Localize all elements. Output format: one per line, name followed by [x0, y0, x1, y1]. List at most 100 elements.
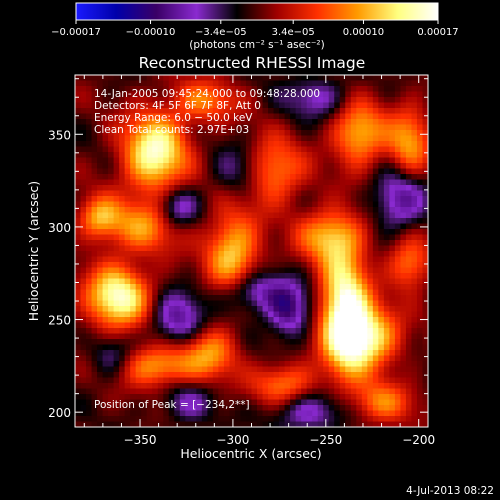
- heatmap-cell: [152, 201, 159, 208]
- heatmap-cell: [91, 278, 98, 285]
- heatmap-cell: [262, 124, 269, 131]
- heatmap-cell: [141, 201, 148, 208]
- heatmap-cell: [80, 267, 87, 274]
- heatmap-cell: [295, 245, 302, 252]
- heatmap-cell: [257, 295, 264, 302]
- heatmap-cell: [119, 311, 126, 318]
- heatmap-cell: [102, 124, 109, 131]
- heatmap-cell: [130, 410, 137, 417]
- heatmap-cell: [157, 333, 164, 340]
- heatmap-cell: [218, 75, 225, 82]
- heatmap-cell: [141, 278, 148, 285]
- heatmap-cell: [152, 86, 159, 93]
- heatmap-cell: [207, 168, 214, 175]
- heatmap-cell: [345, 179, 352, 186]
- heatmap-cell: [345, 311, 352, 318]
- heatmap-cell: [223, 284, 231, 291]
- heatmap-cell: [312, 394, 319, 401]
- heatmap-cell: [223, 372, 231, 379]
- heatmap-cell: [317, 229, 324, 236]
- heatmap-cell: [124, 333, 131, 340]
- heatmap-cell: [240, 284, 247, 291]
- heatmap-cell: [229, 152, 236, 159]
- heatmap-cell: [350, 207, 357, 214]
- heatmap-cell: [218, 163, 225, 170]
- heatmap-cell: [124, 75, 131, 82]
- heatmap-cell: [91, 399, 98, 406]
- heatmap-cell: [168, 273, 175, 280]
- heatmap-cell: [174, 130, 181, 137]
- heatmap-cell: [152, 119, 159, 126]
- heatmap-cell: [229, 372, 236, 379]
- heatmap-cell: [268, 333, 275, 340]
- heatmap-cell: [323, 306, 330, 313]
- heatmap-cell: [185, 394, 192, 401]
- heatmap-cell: [356, 185, 363, 192]
- heatmap-cell: [361, 207, 368, 214]
- heatmap-cell: [190, 91, 197, 98]
- heatmap-cell: [301, 245, 308, 252]
- heatmap-cell: [179, 135, 186, 142]
- heatmap-cell: [163, 350, 170, 357]
- heatmap-cell: [378, 86, 385, 93]
- heatmap-cell: [234, 75, 242, 82]
- heatmap-cell: [97, 212, 104, 219]
- heatmap-cell: [356, 130, 363, 137]
- heatmap-cell: [301, 377, 308, 384]
- heatmap-cell: [312, 218, 319, 225]
- heatmap-cell: [201, 91, 208, 98]
- heatmap-cell: [135, 256, 142, 263]
- heatmap-cell: [80, 212, 87, 219]
- heatmap-cell: [245, 102, 253, 109]
- heatmap-cell: [306, 196, 313, 203]
- heatmap-cell: [130, 108, 137, 115]
- heatmap-cell: [268, 229, 275, 236]
- heatmap-cell: [301, 251, 308, 258]
- heatmap-cell: [367, 372, 374, 379]
- heatmap-cell: [201, 366, 208, 373]
- heatmap-cell: [174, 119, 181, 126]
- heatmap-cell: [306, 377, 313, 384]
- heatmap-cell: [223, 141, 231, 148]
- heatmap-cell: [91, 190, 98, 197]
- heatmap-cell: [124, 163, 131, 170]
- heatmap-cell: [422, 262, 428, 269]
- heatmap-cell: [356, 399, 363, 406]
- heatmap-cell: [400, 168, 407, 175]
- heatmap-cell: [295, 322, 302, 329]
- heatmap-cell: [405, 421, 413, 427]
- heatmap-cell: [361, 108, 368, 115]
- heatmap-cell: [273, 201, 280, 208]
- heatmap-cell: [350, 152, 357, 159]
- heatmap-cell: [146, 295, 153, 302]
- heatmap-cell: [152, 240, 159, 247]
- heatmap-cell: [312, 97, 319, 104]
- heatmap-cell: [361, 196, 368, 203]
- heatmap-cell: [80, 366, 87, 373]
- heatmap-cell: [339, 135, 346, 142]
- heatmap-cell: [108, 91, 115, 98]
- heatmap-cell: [389, 405, 396, 412]
- heatmap-cell: [119, 245, 126, 252]
- heatmap-cell: [234, 416, 242, 423]
- heatmap-cell: [295, 152, 302, 159]
- heatmap-cell: [212, 333, 220, 340]
- heatmap-cell: [113, 113, 120, 120]
- heatmap-cell: [345, 86, 352, 93]
- heatmap-cell: [257, 207, 264, 214]
- heatmap-cell: [372, 157, 379, 164]
- heatmap-cell: [113, 146, 120, 153]
- heatmap-cell: [394, 113, 402, 120]
- heatmap-cell: [268, 366, 275, 373]
- heatmap-cell: [328, 256, 335, 263]
- heatmap-cell: [245, 256, 253, 263]
- heatmap-cell: [356, 108, 363, 115]
- heatmap-cell: [86, 416, 93, 423]
- heatmap-cell: [339, 251, 346, 258]
- heatmap-cell: [141, 267, 148, 274]
- heatmap-cell: [284, 339, 291, 346]
- heatmap-cell: [367, 163, 374, 170]
- heatmap-cell: [234, 350, 242, 357]
- heatmap-cell: [245, 152, 253, 159]
- heatmap-cell: [102, 372, 109, 379]
